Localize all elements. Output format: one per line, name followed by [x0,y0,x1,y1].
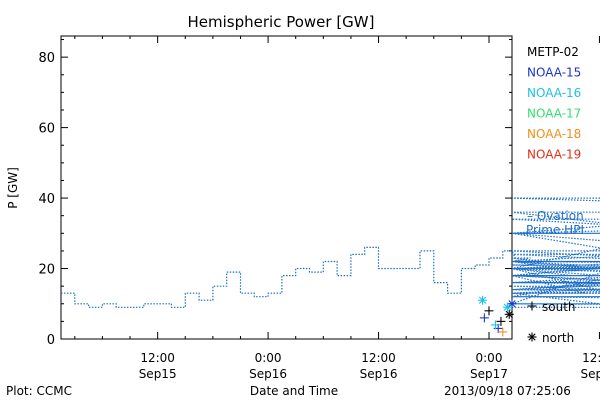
marker-key: south north [527,300,576,345]
x-axis-label: Date and Time [250,384,338,398]
y-tick-label: 80 [38,51,55,66]
point-noaa-16-north [502,302,512,312]
point-metp-02-south [484,306,494,316]
legend-noaa-16: NOAA-16 [527,86,581,100]
x-tick-label-date: Sep16 [249,367,287,381]
legend-noaa-18: NOAA-18 [527,127,581,141]
legend-noaa-17: NOAA-17 [527,107,581,121]
marker-key-label-south: south [542,300,576,314]
ovation-series [61,197,600,308]
point-metp-02-south [496,316,506,326]
x-tick-label-date: Sep17 [580,367,600,381]
x-tick-label-date: Sep17 [470,367,508,381]
ovation-line [61,197,600,308]
point-noaa-15-south [479,313,489,323]
y-axis: 0 20 40 60 80 [38,39,512,348]
point-noaa-16-south [490,320,500,330]
marker-key-symbol-south [527,301,537,311]
legend-metp-02: METP-02 [527,45,579,59]
legend: METP-02 NOAA-15 NOAA-16 NOAA-17 NOAA-18 NOAA-… [527,45,581,162]
ovation-legend-label-1: – Ovation [527,209,584,223]
y-tick-label: 40 [38,192,55,207]
y-axis-label: P [GW] [6,167,20,209]
plot-frame [60,35,513,340]
point-metp-02-north [504,309,514,319]
x-axis: 12:00 Sep15 0:00 Sep16 12:00 Sep16 0:00 Sep17 12… [74,36,600,381]
x-tick-label-date: Sep15 [139,367,177,381]
footer-timestamp: 2013/09/18 07:25:06 [444,384,571,398]
point-noaa-15-north [507,299,517,309]
y-tick-label: 0 [47,333,55,348]
point-noaa-16-north [478,295,488,305]
legend-noaa-15: NOAA-15 [527,66,581,80]
x-tick-label-date: Sep16 [360,367,398,381]
ovation-legend-label-2: Prime HPI [526,223,584,237]
footer-credit: Plot: CCMC [6,384,72,398]
marker-key-symbol-north [527,332,537,342]
x-tick-label-time: 12:00 [361,351,396,365]
x-tick-label-time: 12:00 [582,351,600,365]
point-noaa-18-south [498,327,508,337]
y-tick-label: 60 [38,122,55,137]
x-tick-label-time: 12:00 [140,351,175,365]
chart-title: Hemispheric Power [GW] [188,13,375,31]
legend-noaa-19: NOAA-19 [527,148,581,162]
y-tick-label: 20 [38,263,55,278]
satellite-points [478,295,517,337]
marker-key-label-north: north [542,331,574,345]
x-tick-label-time: 0:00 [476,351,503,365]
x-tick-label-time: 0:00 [255,351,282,365]
